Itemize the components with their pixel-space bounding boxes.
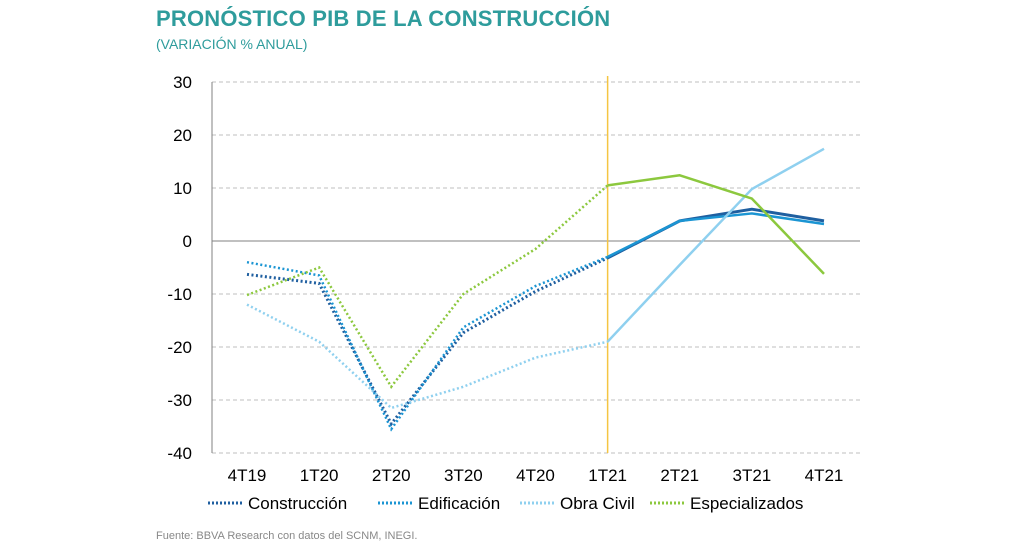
legend-label-especializados: Especializados — [690, 494, 803, 513]
chart-title: PRONÓSTICO PIB DE LA CONSTRUCCIÓN — [156, 6, 611, 31]
legend-label-edificacion: Edificación — [418, 494, 500, 513]
y-tick-label: -40 — [167, 444, 192, 463]
series-especializados-forecast — [607, 174, 825, 275]
x-tick-label: 2T21 — [660, 466, 699, 485]
series-construccion-historical — [246, 256, 609, 427]
legend-label-construccion: Construcción — [248, 494, 347, 513]
grid-lines — [212, 81, 860, 454]
y-tick-label: -30 — [167, 391, 192, 410]
x-tick-label: 2T20 — [372, 466, 411, 485]
x-tick-label: 3T21 — [733, 466, 772, 485]
source-note: Fuente: BBVA Research con datos del SCNM… — [156, 530, 418, 542]
x-axis-ticks: 4T19 1T20 2T20 3T20 4T20 1T21 2T21 3T21 4T21 — [228, 466, 844, 485]
series-obra_civil-historical — [246, 303, 608, 410]
series-especializados-historical — [246, 184, 609, 389]
x-tick-label: 4T20 — [516, 466, 555, 485]
legend: Construcción Edificación Obra Civil Especia… — [208, 494, 803, 513]
y-tick-label: -10 — [167, 285, 192, 304]
y-tick-label: 10 — [173, 179, 192, 198]
chart-subtitle: (VARIACIÓN % ANUAL) — [156, 36, 308, 52]
series-edificacion-forecast — [607, 212, 825, 259]
x-tick-label: 4T19 — [228, 466, 267, 485]
series-lines — [246, 147, 825, 432]
x-tick-label: 1T21 — [588, 466, 627, 485]
y-tick-label: -20 — [167, 338, 192, 357]
x-tick-label: 1T20 — [300, 466, 339, 485]
line-chart: 30 20 10 0 -10 -20 -30 -40 4T19 1T20 2T20 3T20 4T20… — [167, 73, 860, 513]
axes — [211, 82, 860, 453]
legend-label-obra_civil: Obra Civil — [560, 494, 635, 513]
x-tick-label: 3T20 — [444, 466, 483, 485]
y-tick-label: 0 — [183, 232, 192, 251]
series-edificacion-historical — [246, 255, 609, 432]
y-tick-label: 30 — [173, 73, 192, 92]
series-obra_civil-forecast — [606, 147, 825, 343]
x-tick-label: 4T21 — [805, 466, 844, 485]
y-axis-ticks: 30 20 10 0 -10 -20 -30 -40 — [167, 73, 192, 463]
y-tick-label: 20 — [173, 126, 192, 145]
